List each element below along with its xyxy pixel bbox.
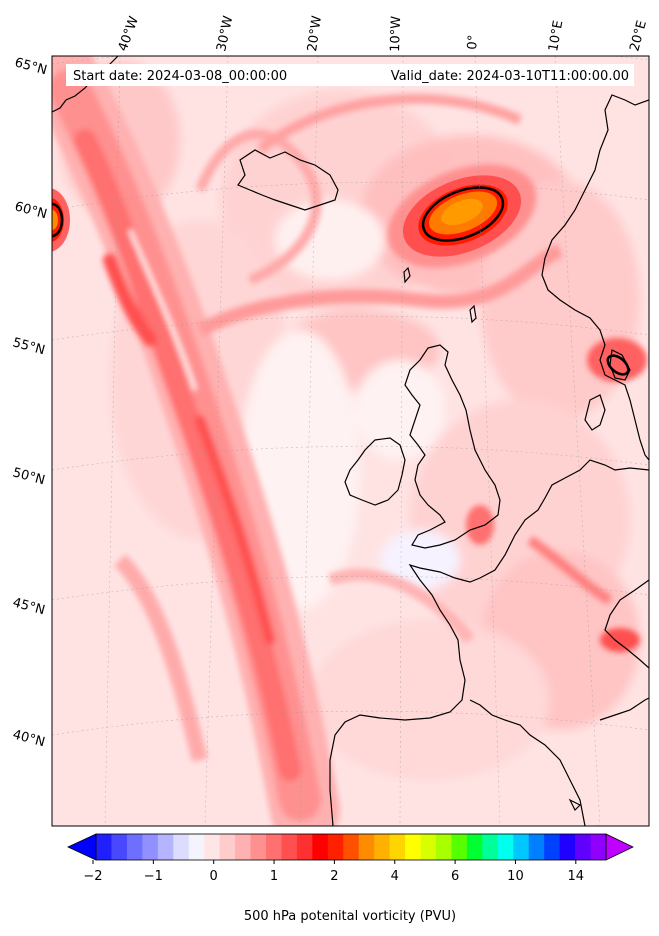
great-britain-coast — [404, 344, 501, 549]
iceland-coast — [237, 149, 339, 211]
pv-maximum-west-edge — [52, 188, 70, 252]
colorbar-cell — [266, 834, 282, 860]
continental-europe-coast — [329, 459, 649, 826]
lat-label-45n: 45°N — [11, 595, 47, 618]
colorbar-title: 500 hPa potenital vorticity (PVU) — [244, 909, 456, 924]
colorbar-tick-label: −2 — [83, 869, 102, 884]
colorbar-cell — [157, 834, 174, 860]
lat-label-40n: 40°N — [11, 727, 47, 750]
scandinavia-coast — [541, 94, 649, 461]
lon-label-20e: 20°E — [627, 19, 650, 53]
colorbar: −2 −1 0 1 2 4 6 10 14 — [67, 833, 634, 884]
colorbar-cell — [126, 834, 143, 860]
colorbar-cell — [188, 834, 205, 860]
colorbar-cell — [436, 834, 452, 860]
colorbar-cell — [405, 834, 422, 860]
colorbar-cell — [281, 834, 298, 860]
colorbar-cell — [327, 834, 344, 860]
map-panel — [52, 56, 649, 826]
latitude-labels: 65°N 60°N 55°N 50°N 45°N 40°N — [11, 55, 49, 750]
start-date: Start date: 2024-03-08_00:00:00 — [73, 69, 287, 84]
colorbar-cell — [296, 834, 313, 860]
graticule — [52, 56, 649, 826]
map-frame — [51, 55, 650, 827]
lon-label-10w: 10°W — [388, 16, 404, 53]
colorbar-right-extend — [605, 833, 634, 861]
ireland-coast — [344, 437, 406, 506]
lat-label-65n: 65°N — [13, 55, 49, 78]
colorbar-frame — [95, 833, 607, 861]
colorbar-cell — [358, 834, 375, 860]
colorbar-tick-label: 2 — [330, 869, 338, 884]
colorbar-cell — [250, 834, 267, 860]
colorbar-cell — [420, 834, 437, 860]
colorbar-cell — [173, 834, 190, 860]
pv-streamer — [52, 56, 340, 826]
longitude-labels: 40°W 30°W 20°W 10°W 0° 10°E 20°E — [116, 14, 650, 53]
colorbar-tick-label: 10 — [507, 869, 524, 884]
colorbar-cell — [389, 834, 406, 860]
lat-label-55n: 55°N — [11, 335, 47, 358]
colorbar-cell — [142, 834, 159, 860]
colorbar-cell — [451, 834, 468, 860]
lon-label-0: 0° — [465, 34, 481, 50]
header-box — [66, 64, 634, 86]
colorbar-cell — [466, 834, 483, 860]
colorbar-cell — [219, 834, 236, 860]
colorbar-cell — [575, 834, 592, 860]
pv-maximum-baltic — [466, 338, 647, 652]
colorbar-tick-label: 1 — [270, 869, 278, 884]
colorbar-cell — [96, 834, 112, 860]
lon-label-10e: 10°E — [546, 19, 566, 52]
colorbar-cell — [544, 834, 561, 860]
colorbar-ticks: −2 −1 0 1 2 4 6 10 14 — [83, 860, 584, 884]
colorbar-cell — [559, 834, 576, 860]
colorbar-left-extend — [67, 833, 97, 861]
colorbar-cell — [312, 834, 329, 860]
colorbar-cell — [343, 834, 360, 860]
colorbar-tick-label: 6 — [451, 869, 459, 884]
denmark-coast — [584, 394, 606, 431]
colorbar-tick-label: 14 — [568, 869, 585, 884]
colorbar-cell — [235, 834, 252, 860]
colorbar-tick-label: −1 — [144, 869, 163, 884]
colorbar-cell — [482, 834, 499, 860]
colorbar-cell — [497, 834, 514, 860]
lon-label-40w: 40°W — [116, 14, 142, 53]
valid-date: Valid_date: 2024-03-10T11:00:00.00 — [391, 69, 629, 84]
colorbar-tick-label: 0 — [210, 869, 218, 884]
colorbar-cell — [111, 834, 128, 860]
lat-label-60n: 60°N — [13, 199, 49, 222]
lat-label-50n: 50°N — [11, 465, 47, 488]
colorbar-cells — [96, 834, 607, 860]
lon-label-20w: 20°W — [305, 15, 325, 53]
colorbar-cell — [590, 834, 607, 860]
colorbar-tick-label: 4 — [391, 869, 399, 884]
coastlines — [52, 56, 649, 826]
lon-label-30w: 30°W — [214, 14, 236, 52]
colorbar-cell — [513, 834, 530, 860]
colorbar-cell — [204, 834, 221, 860]
colorbar-cell — [528, 834, 545, 860]
pv-maximum-north-sea — [387, 164, 537, 268]
colorbar-cell — [374, 834, 391, 860]
